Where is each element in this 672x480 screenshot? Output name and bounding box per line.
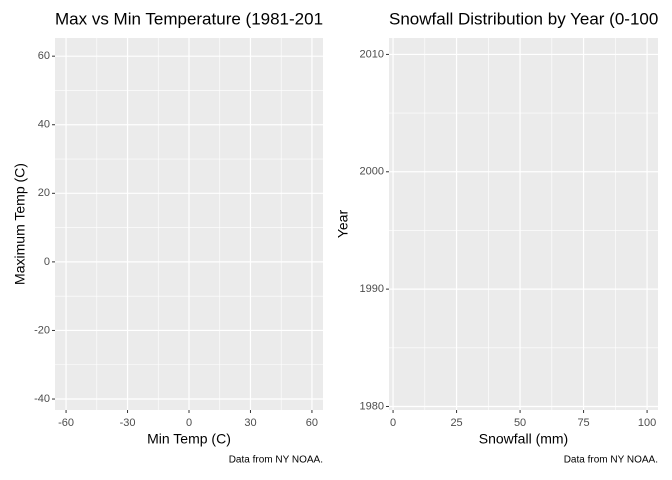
- x-tick-label: -60: [58, 417, 74, 429]
- x-tick-label: 30: [244, 417, 256, 429]
- y-axis-title: Year: [335, 210, 351, 239]
- caption: Data from NY NOAA.: [564, 455, 658, 466]
- x-tick-label: 60: [306, 417, 318, 429]
- caption: Data from NY NOAA.: [229, 455, 323, 466]
- x-axis-title: Min Temp (C): [147, 431, 231, 447]
- y-tick-label: 1980: [360, 400, 384, 412]
- x-tick-label: 75: [577, 417, 589, 429]
- y-tick-label: 2000: [360, 166, 384, 178]
- x-tick-label: 25: [450, 417, 462, 429]
- y-tick-label: 60: [38, 50, 50, 62]
- x-tick-label: 100: [638, 417, 656, 429]
- y-tick-label: 40: [38, 119, 50, 131]
- y-tick-label: -20: [34, 324, 50, 336]
- x-axis-title: Snowfall (mm): [479, 431, 568, 447]
- x-tick-label: 0: [390, 417, 396, 429]
- y-tick-label: 20: [38, 187, 50, 199]
- chart-title: Snowfall Distribution by Year (0-100: [389, 9, 658, 28]
- chart-title: Max vs Min Temperature (1981-201: [55, 9, 323, 28]
- x-tick-label: 0: [186, 417, 192, 429]
- plot-background: [389, 38, 658, 410]
- y-tick-label: 0: [44, 256, 50, 268]
- x-tick-label: -30: [120, 417, 136, 429]
- x-tick-label: 50: [514, 417, 526, 429]
- y-axis-title: Maximum Temp (C): [12, 163, 28, 285]
- y-tick-label: -40: [34, 393, 50, 405]
- y-tick-label: 1990: [360, 283, 384, 295]
- y-tick-label: 2010: [360, 48, 384, 60]
